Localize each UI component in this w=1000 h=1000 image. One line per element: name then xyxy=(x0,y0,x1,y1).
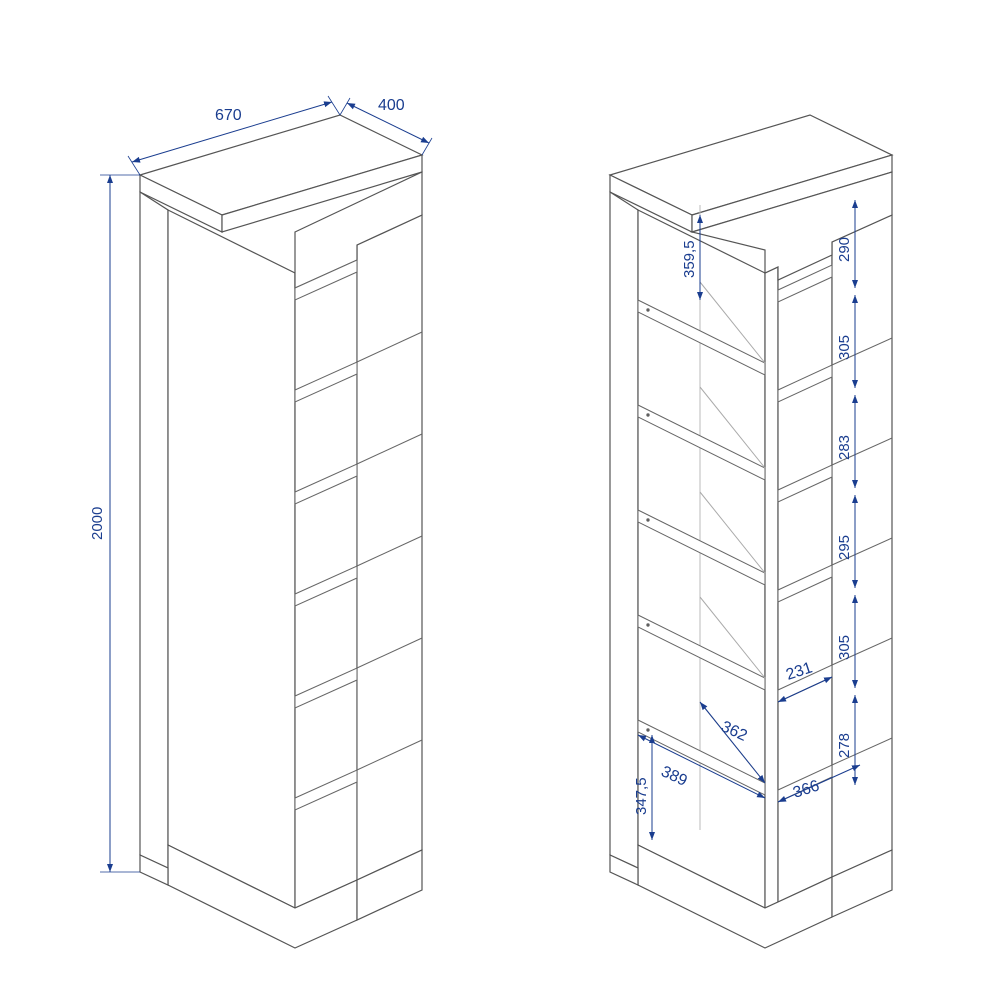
dim-305a: 305 xyxy=(836,335,853,360)
dim-height: 2000 xyxy=(89,507,106,540)
dim-347-5: 347,5 xyxy=(633,777,650,815)
dim-depth: 400 xyxy=(378,97,405,114)
dim-305b: 305 xyxy=(836,635,853,660)
dim-278: 278 xyxy=(836,733,853,758)
left-cabinet: 670 400 2000 xyxy=(89,96,432,948)
right-cabinet: 359,5 347,5 290 305 283 295 305 278 362 … xyxy=(610,115,892,948)
dim-width: 670 xyxy=(215,107,242,124)
dim-359-5: 359,5 xyxy=(681,240,698,278)
technical-drawing: 670 400 2000 xyxy=(0,0,1000,1000)
dim-283: 283 xyxy=(836,435,853,460)
dim-290: 290 xyxy=(836,237,853,262)
dim-295: 295 xyxy=(836,535,853,560)
